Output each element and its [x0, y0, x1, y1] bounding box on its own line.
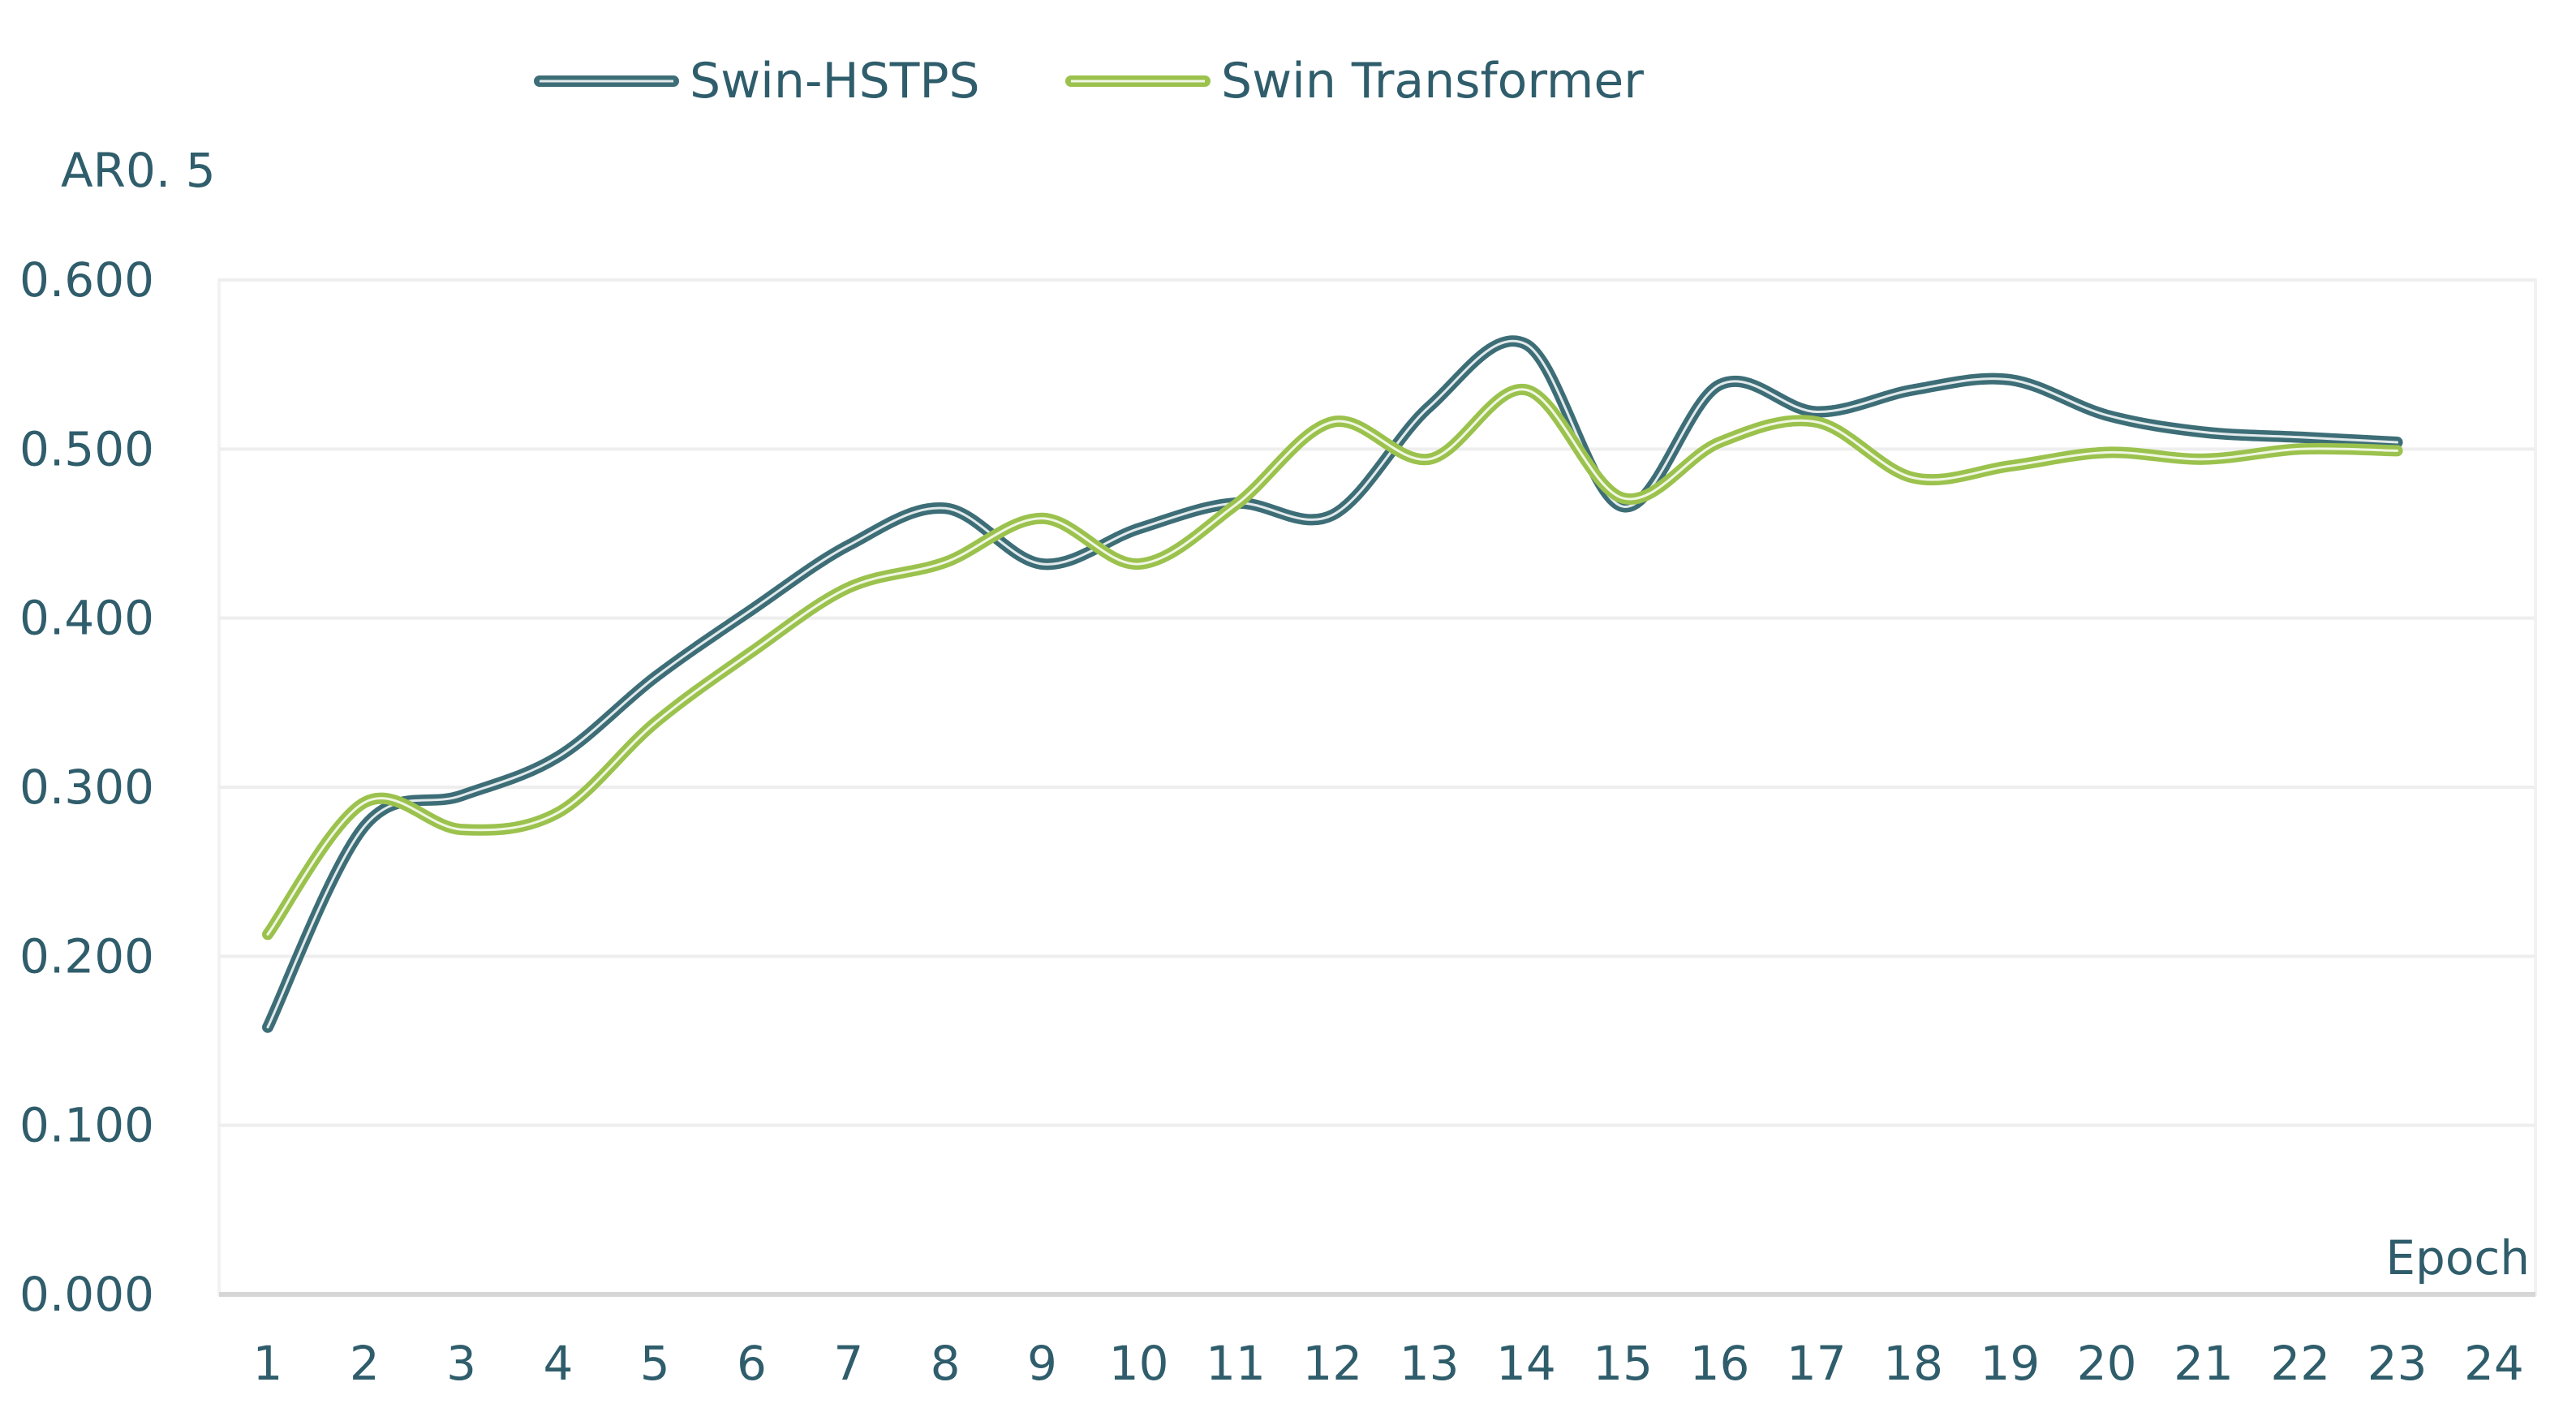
- x-tick-label: 19: [1980, 1336, 2040, 1391]
- x-tick-label: 12: [1302, 1336, 1362, 1391]
- y-tick-label: 0.500: [19, 421, 154, 476]
- x-tick-label: 9: [1027, 1336, 1057, 1391]
- series-line: [262, 384, 2403, 941]
- x-tick-label: 10: [1109, 1336, 1169, 1391]
- series-line-highlight: [266, 388, 2399, 936]
- y-axis-title: AR0. 5: [61, 143, 216, 198]
- x-tick-label: 18: [1883, 1336, 1943, 1391]
- legend-label: Swin Transformer: [1221, 53, 1644, 110]
- x-tick-label: 16: [1690, 1336, 1750, 1391]
- grid: [217, 278, 2537, 1297]
- x-tick-label: 13: [1400, 1336, 1460, 1391]
- x-tick-label: 1: [253, 1336, 283, 1391]
- y-tick-label: 0.600: [19, 252, 154, 308]
- x-tick-label: 20: [2077, 1336, 2137, 1391]
- x-tick-label: 2: [350, 1336, 380, 1391]
- y-tick-label: 0.300: [19, 760, 154, 815]
- series-swin-hstps: [262, 335, 2403, 1033]
- legend: Swin-HSTPS Swin Transformer: [534, 53, 1644, 110]
- x-tick-label: 7: [833, 1336, 863, 1391]
- y-tick-label: 0.100: [19, 1098, 154, 1153]
- legend-item: Swin Transformer: [1065, 53, 1644, 110]
- legend-item: Swin-HSTPS: [534, 53, 980, 110]
- legend-label: Swin-HSTPS: [690, 53, 980, 110]
- x-tick-label: 11: [1206, 1336, 1266, 1391]
- x-tick-label: 6: [737, 1336, 767, 1391]
- series-swin-transformer: [262, 384, 2403, 941]
- x-tick-label: 5: [640, 1336, 670, 1391]
- series-line: [262, 335, 2403, 1033]
- x-tick-label: 3: [446, 1336, 476, 1391]
- x-axis-title: Epoch: [2385, 1230, 2530, 1285]
- y-tick-labels: 0.000 0.100 0.200 0.300 0.400 0.500 0.600: [19, 252, 154, 1322]
- series-lines: [262, 335, 2403, 1033]
- y-tick-label: 0.400: [19, 591, 154, 646]
- x-tick-label: 17: [1787, 1336, 1847, 1391]
- series-line-highlight: [266, 339, 2399, 1029]
- x-tick-label: 4: [543, 1336, 573, 1391]
- x-tick-label: 21: [2174, 1336, 2234, 1391]
- x-tick-labels: 1 2 3 4 5 6 7 8 9 10 11 12 13 14 15 16 17 18 19 20 21 22 23 24: [253, 1336, 2524, 1391]
- x-tick-label: 22: [2270, 1336, 2330, 1391]
- x-tick-label: 15: [1593, 1336, 1653, 1391]
- y-tick-label: 0.000: [19, 1267, 154, 1322]
- x-tick-label: 8: [931, 1336, 961, 1391]
- x-tick-label: 14: [1496, 1336, 1556, 1391]
- x-tick-label: 23: [2367, 1336, 2428, 1391]
- x-tick-label: 24: [2464, 1336, 2524, 1391]
- y-tick-label: 0.200: [19, 928, 154, 984]
